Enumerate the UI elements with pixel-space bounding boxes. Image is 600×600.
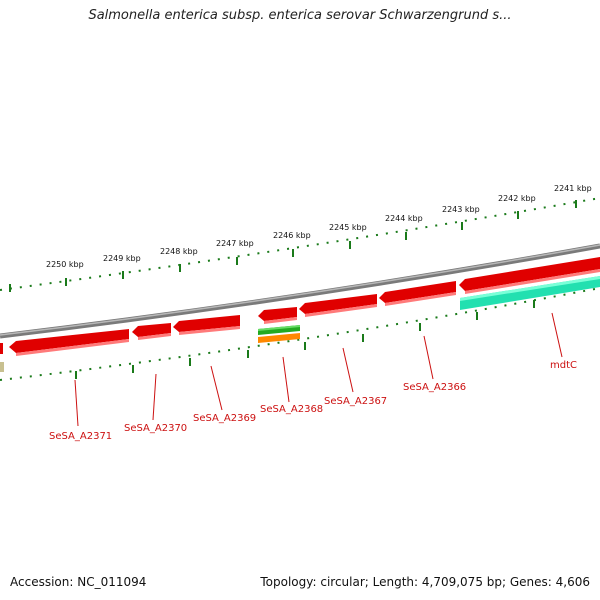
scale-label-2246: 2246 kbp <box>273 231 311 240</box>
scale-label-2250: 2250 kbp <box>46 260 84 269</box>
scale-label-2243: 2243 kbp <box>442 205 480 214</box>
gene-label-mdtc: mdtC <box>550 360 577 371</box>
gene-label-sesa-a2368: SeSA_A2368 <box>260 404 323 415</box>
gene-label-sesa-a2369: SeSA_A2369 <box>193 413 256 424</box>
inner-minor-ticks <box>0 287 600 381</box>
feature-green-highlight <box>258 325 300 331</box>
gene-arrow-sesa-a2369[interactable] <box>173 315 240 332</box>
gene-label-sesa-a2366: SeSA_A2366 <box>403 382 466 393</box>
gene-arrow-left-edge <box>0 343 3 354</box>
scale-label-2247: 2247 kbp <box>216 239 254 248</box>
gene-arrow-right-shadow <box>465 269 600 294</box>
gene-arrow-sesa-a2367-shadow <box>305 304 377 317</box>
scale-minor-ticks <box>0 197 600 291</box>
leader-lines <box>74 312 563 427</box>
gene-label-sesa-a2371: SeSA_A2371 <box>49 431 112 442</box>
gene-arrow-mdtc-highlight <box>460 276 600 301</box>
gene-arrows <box>0 257 600 372</box>
scale-label-2245: 2245 kbp <box>329 223 367 232</box>
gene-arrow-sesa-a2367[interactable] <box>299 294 377 314</box>
genome-backbone <box>0 243 600 339</box>
accession-label: Accession: NC_011094 <box>10 575 147 589</box>
gene-arrow-right[interactable] <box>459 257 600 291</box>
scale-label-2244: 2244 kbp <box>385 214 423 223</box>
scale-major-ticks <box>9 200 577 292</box>
gene-arrow-sesa-a2366-shadow <box>385 292 456 306</box>
gene-label-sesa-a2370: SeSA_A2370 <box>124 423 187 434</box>
scale-label-2241: 2241 kbp <box>554 184 592 193</box>
gene-arrow-sesa-a2371[interactable] <box>9 329 129 353</box>
gene-label-sesa-a2367: SeSA_A2367 <box>324 396 387 407</box>
genome-backbone-highlight <box>0 244 600 336</box>
gene-arrow-sesa-a2370-shadow <box>138 333 171 340</box>
gene-arrow-sesa-a2370[interactable] <box>132 323 171 337</box>
gene-arrow-sesa-a2369-shadow <box>179 326 240 335</box>
scale-label-2248: 2248 kbp <box>160 247 198 256</box>
gene-arrow-sesa-a2371-shadow <box>16 339 129 356</box>
feature-orange[interactable] <box>258 333 300 343</box>
gene-arrow-sesa-a2368-red[interactable] <box>258 307 297 321</box>
gene-arrow-sesa-a2366[interactable] <box>379 281 456 303</box>
gene-arrow-sesa-a2368-red-shadow <box>264 317 297 324</box>
genome-summary: Topology: circular; Length: 4,709,075 bp… <box>260 575 590 589</box>
scale-label-2242: 2242 kbp <box>498 194 536 203</box>
feature-olive-edge <box>0 362 4 372</box>
scale-label-2249: 2249 kbp <box>103 254 141 263</box>
map-title: Salmonella enterica subsp. enterica sero… <box>88 8 512 23</box>
inner-major-ticks <box>75 300 535 379</box>
